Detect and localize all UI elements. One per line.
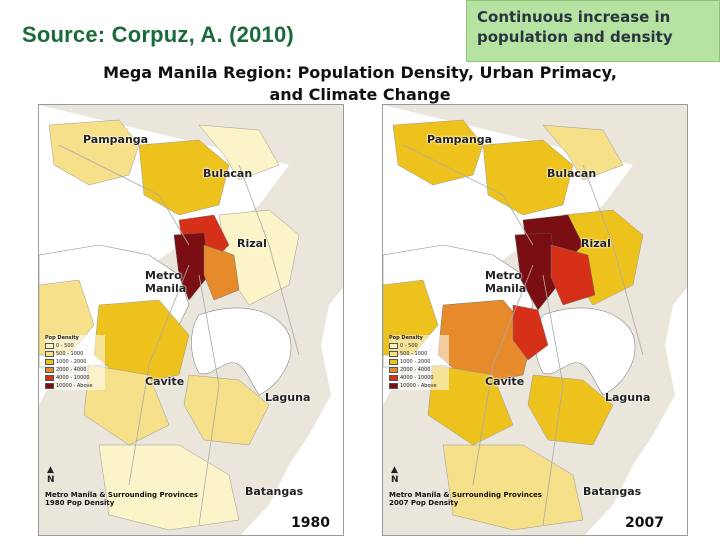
map-1980 xyxy=(39,105,343,535)
metro-core xyxy=(514,232,559,311)
cavite-south xyxy=(83,364,170,446)
cavite-south xyxy=(427,364,514,446)
bulacan-region xyxy=(482,139,574,216)
map-panel-2007: Pampanga Bulacan Rizal Metro Manila Cavi… xyxy=(382,104,688,536)
label-metro-manila: Metro Manila xyxy=(145,269,187,295)
batangas-region xyxy=(442,444,584,531)
batangas-region xyxy=(98,444,240,531)
legend-row: 500 - 1000 xyxy=(45,350,105,358)
density-legend: Pop Density 0 - 500 500 - 1000 1000 - 20… xyxy=(389,335,449,390)
legend-title: Pop Density xyxy=(389,335,423,341)
legend-row: 0 - 500 xyxy=(45,342,105,350)
legend-row: 0 - 500 xyxy=(389,342,449,350)
label-rizal: Rizal xyxy=(581,237,611,250)
label-laguna: Laguna xyxy=(605,391,651,404)
label-laguna: Laguna xyxy=(265,391,311,404)
label-pampanga: Pampanga xyxy=(427,133,493,146)
label-metro-manila: Metro Manila xyxy=(485,269,527,295)
legend-row: 10000 - Above xyxy=(45,382,105,390)
laguna-lake xyxy=(535,307,636,396)
laguna-region xyxy=(527,374,614,446)
source-title: Source: Corpuz, A. (2010) xyxy=(22,22,294,47)
page-title: Mega Manila Region: Population Density, … xyxy=(103,63,617,104)
metro-east xyxy=(203,244,240,301)
label-bulacan: Bulacan xyxy=(547,167,597,180)
label-rizal: Rizal xyxy=(237,237,267,250)
laguna-region xyxy=(183,374,270,446)
map-panel-1980: Pampanga Bulacan Rizal Metro Manila Cavi… xyxy=(38,104,344,536)
legend-row: 500 - 1000 xyxy=(389,350,449,358)
bulacan-region xyxy=(138,139,230,216)
road-lines xyxy=(58,144,300,526)
legend-row: 4000 - 10000 xyxy=(389,374,449,382)
map-caption: Metro Manila & Surrounding Provinces 200… xyxy=(389,491,542,507)
legend-row: 2000 - 4000 xyxy=(389,366,449,374)
cavite-dense xyxy=(512,304,549,361)
map-2007 xyxy=(383,105,687,535)
legend-row: 10000 - Above xyxy=(389,382,449,390)
legend-row: 4000 - 10000 xyxy=(45,374,105,382)
north-arrow-icon: ▲ N xyxy=(391,465,399,485)
bulacan-north xyxy=(542,124,624,181)
legend-row: 2000 - 4000 xyxy=(45,366,105,374)
callout-box: Continuous increase in population and de… xyxy=(466,0,720,62)
metro-east xyxy=(550,244,596,306)
label-cavite: Cavite xyxy=(145,375,185,388)
label-cavite: Cavite xyxy=(485,375,525,388)
pampanga-region xyxy=(48,119,140,186)
density-legend: Pop Density 0 - 500 500 - 1000 1000 - 20… xyxy=(45,335,105,390)
map-year-label: 1980 xyxy=(291,515,330,531)
label-bulacan: Bulacan xyxy=(203,167,253,180)
label-batangas: Batangas xyxy=(245,485,304,498)
map-year-label: 2007 xyxy=(625,515,664,531)
label-pampanga: Pampanga xyxy=(83,133,149,146)
legend-row: 1000 - 2000 xyxy=(45,358,105,366)
map-caption: Metro Manila & Surrounding Provinces 198… xyxy=(45,491,198,507)
legend-row: 1000 - 2000 xyxy=(389,358,449,366)
bulacan-north xyxy=(198,124,280,181)
north-arrow-icon: ▲ N xyxy=(47,465,55,485)
laguna-lake xyxy=(191,307,292,396)
legend-title: Pop Density xyxy=(45,335,79,341)
pampanga-region xyxy=(392,119,484,186)
road-lines xyxy=(402,144,644,526)
label-batangas: Batangas xyxy=(583,485,642,498)
